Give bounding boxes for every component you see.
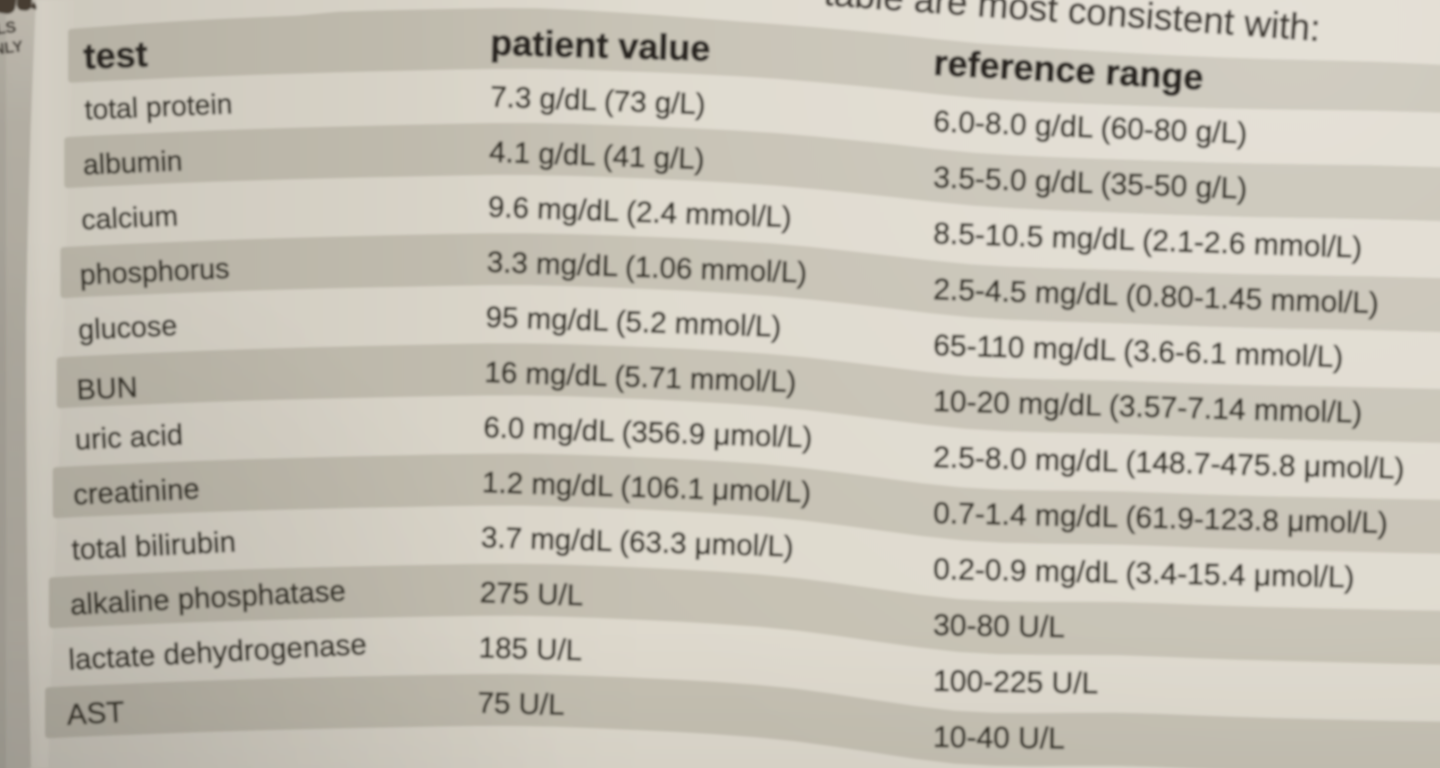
svg-text:3.7 mg/dL (63.3 μmol/L): 3.7 mg/dL (63.3 μmol/L) <box>481 521 795 563</box>
svg-text:30-80 U/L: 30-80 U/L <box>933 609 1065 644</box>
svg-text:100-225 U/L: 100-225 U/L <box>933 665 1099 701</box>
svg-text:7.3 g/dL (73 g/L): 7.3 g/dL (73 g/L) <box>490 81 706 122</box>
svg-text:4.1 g/dL (41 g/L): 4.1 g/dL (41 g/L) <box>489 136 705 177</box>
svg-text:creatinine: creatinine <box>73 473 201 511</box>
svg-text:calcium: calcium <box>81 200 179 236</box>
svg-text:10-40 U/L: 10-40 U/L <box>933 721 1065 756</box>
svg-text:75 U/L: 75 U/L <box>477 687 565 722</box>
svg-text:185 U/L: 185 U/L <box>478 631 582 667</box>
svg-text:patient value: patient value <box>490 22 711 69</box>
svg-text:uric acid: uric acid <box>74 419 183 456</box>
svg-text:test: test <box>83 33 149 77</box>
svg-text:AST: AST <box>66 696 125 732</box>
svg-text:275 U/L: 275 U/L <box>479 576 583 612</box>
svg-text:total protein: total protein <box>84 87 233 125</box>
svg-text:ILS: ILS <box>0 19 18 39</box>
svg-text:albumin: albumin <box>82 145 183 181</box>
svg-text:BUN: BUN <box>76 372 138 407</box>
svg-text:phosphorus: phosphorus <box>79 253 230 292</box>
svg-text:NLY: NLY <box>0 38 25 59</box>
svg-text:glucose: glucose <box>77 310 178 347</box>
